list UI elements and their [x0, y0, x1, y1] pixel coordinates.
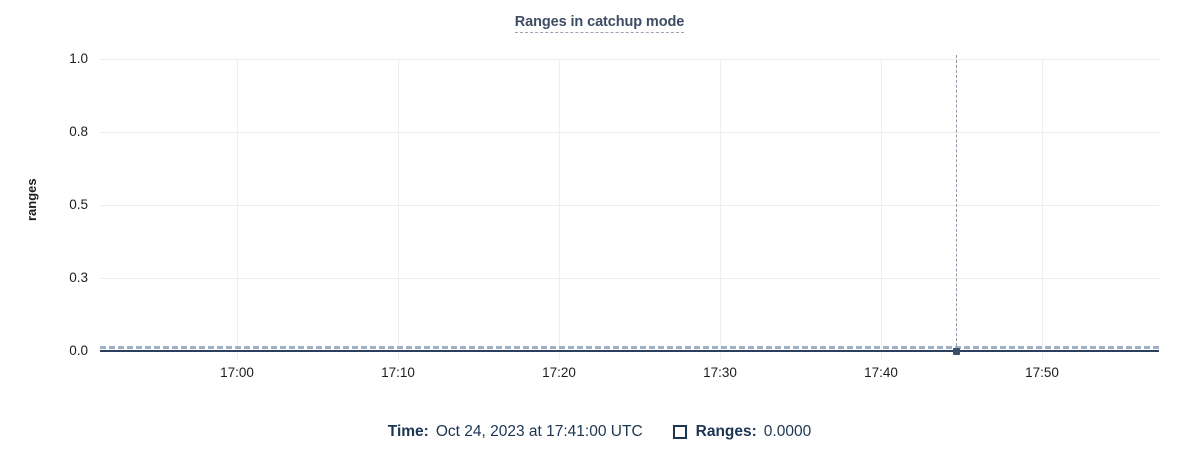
gridline-vertical: [720, 59, 721, 359]
x-tick-label-3: 17:20: [542, 365, 576, 380]
gridline-horizontal: [100, 132, 1159, 133]
x-tick-label-6: 17:50: [1025, 365, 1059, 380]
footer-series-label: Ranges:: [695, 423, 757, 440]
x-tick-label-2: 17:10: [381, 365, 415, 380]
gridline-vertical: [881, 59, 882, 359]
y-tick-label-1: 1.0: [69, 51, 88, 66]
gridline-vertical: [1042, 59, 1043, 359]
y-tick-label-4: 0.3: [69, 270, 88, 285]
cursor-data-point[interactable]: [952, 347, 960, 355]
legend-square-icon[interactable]: [672, 425, 687, 439]
crosshair-vertical-line: [956, 55, 957, 351]
chart-title-text: Ranges in catchup mode: [514, 14, 684, 33]
y-tick-label-3: 0.5: [69, 197, 88, 212]
x-tick-label-4: 17:30: [703, 365, 737, 380]
plot-area: [100, 59, 1159, 359]
footer-time-label: Time:: [387, 423, 429, 440]
gridline-vertical: [559, 59, 560, 359]
x-tick-label-1: 17:00: [220, 365, 254, 380]
chart-title: Ranges in catchup mode: [0, 13, 1199, 33]
y-tick-label-5: 0.0: [69, 343, 88, 358]
gridline-horizontal: [100, 278, 1159, 279]
footer-time-value: Oct 24, 2023 at 17:41:00 UTC: [435, 423, 643, 440]
gridline-vertical: [237, 59, 238, 359]
series-line-ranges: [100, 350, 1159, 352]
gridline-horizontal: [100, 59, 1159, 60]
gridline-horizontal: [100, 205, 1159, 206]
x-tick-label-5: 17:40: [864, 365, 898, 380]
footer-series-group[interactable]: Ranges: 0.0000: [672, 421, 812, 443]
footer-series-value: 0.0000: [763, 423, 812, 440]
footer-time-group: Time: Oct 24, 2023 at 17:41:00 UTC: [388, 421, 643, 443]
gridline-vertical: [398, 59, 399, 359]
chart-footer-legend: Time: Oct 24, 2023 at 17:41:00 UTC Range…: [0, 421, 1199, 443]
y-axis-title: ranges: [24, 178, 39, 222]
series-line-ranges-dashed: [100, 346, 1159, 349]
y-tick-label-2: 0.8: [69, 124, 88, 139]
